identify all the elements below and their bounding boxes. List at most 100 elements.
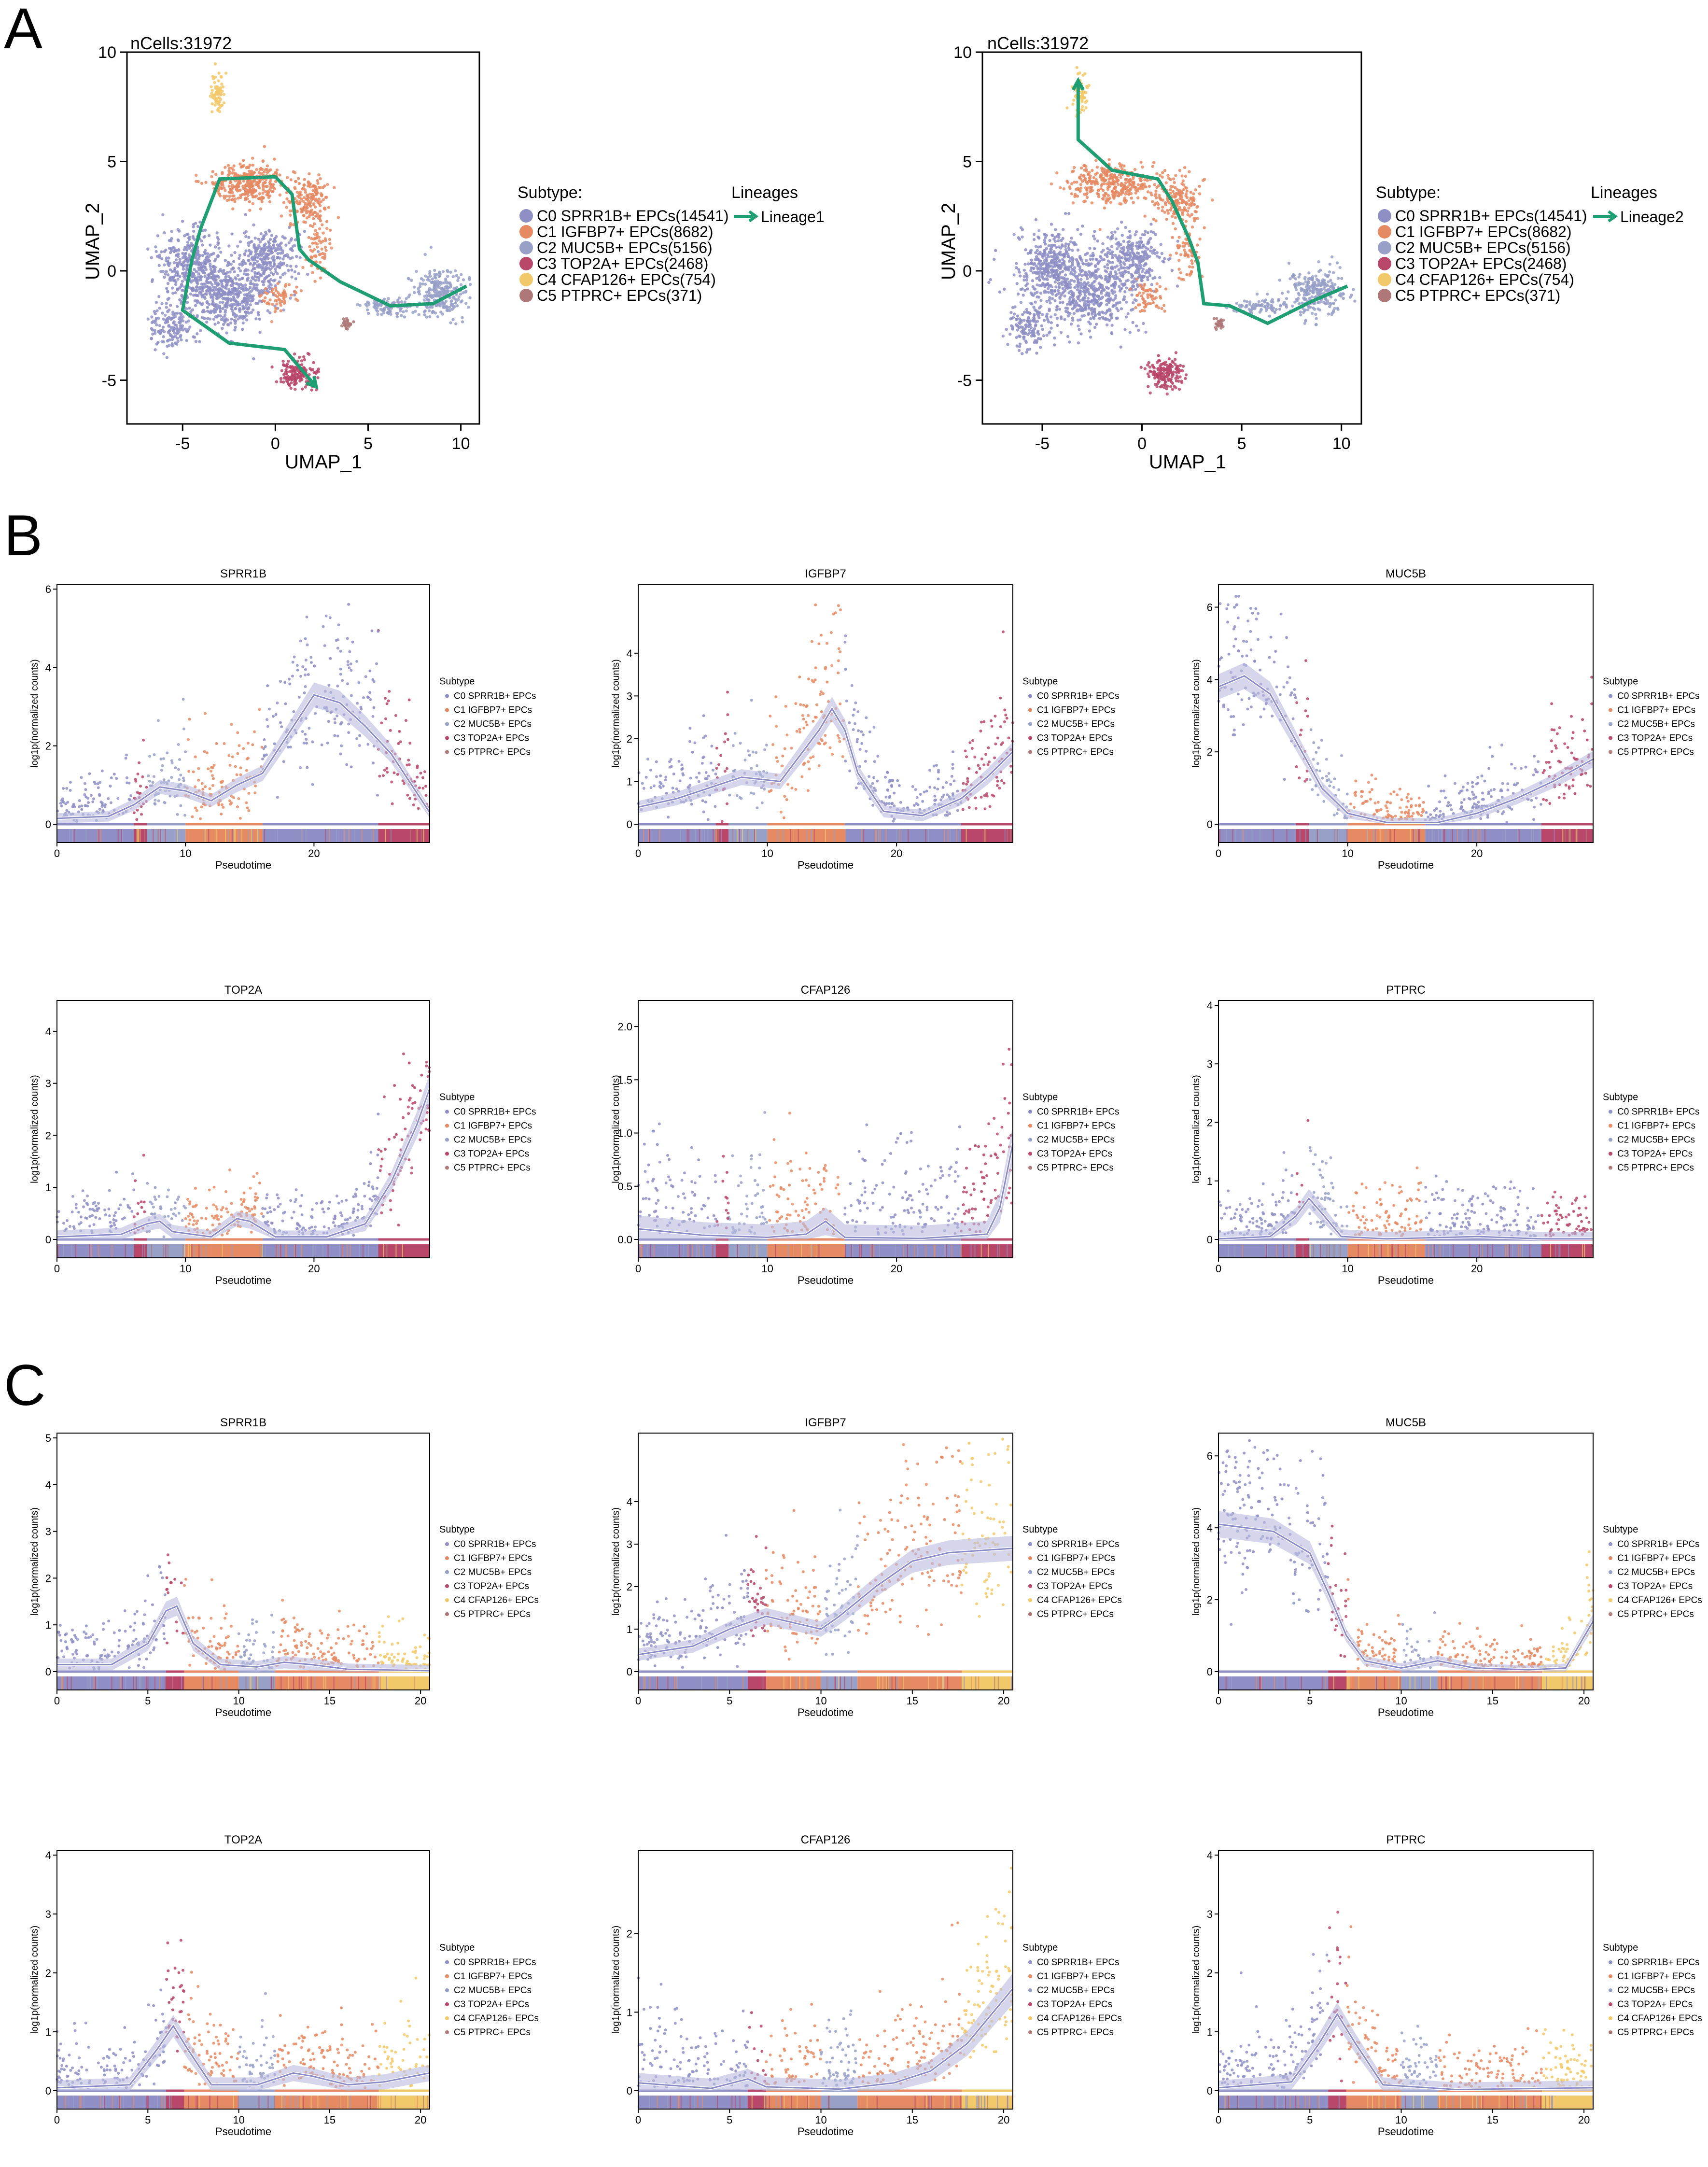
- umap-cell: [1012, 312, 1016, 316]
- umap-cell: [248, 200, 252, 203]
- umap-cell: [1120, 182, 1123, 185]
- umap-cell: [208, 291, 211, 295]
- umap-cell: [226, 261, 230, 264]
- umap-cell: [438, 286, 441, 289]
- umap-cell: [1069, 322, 1073, 326]
- umap-cell: [449, 303, 453, 306]
- umap-cell: [1048, 239, 1051, 242]
- umap-cell: [1141, 243, 1145, 247]
- umap-cell: [229, 293, 233, 296]
- umap-cell: [244, 268, 248, 271]
- umap-cell: [1023, 332, 1026, 335]
- umap-cell: [1050, 260, 1053, 264]
- umap-cell: [423, 313, 427, 317]
- umap-cell: [252, 282, 255, 286]
- umap-cell: [1154, 304, 1158, 308]
- umap-cell: [1313, 282, 1316, 286]
- umap-cell: [1107, 177, 1111, 181]
- umap-cell: [1022, 278, 1026, 282]
- umap-cell: [425, 296, 429, 300]
- umap-cell: [319, 177, 322, 181]
- umap-cell: [218, 110, 222, 113]
- umap-cell: [395, 311, 398, 315]
- umap-cell: [168, 333, 172, 336]
- umap-cell: [174, 291, 177, 295]
- umap-cell: [210, 175, 213, 179]
- umap-cell: [280, 214, 283, 218]
- umap-cell: [1083, 199, 1087, 203]
- umap-cell: [1151, 277, 1155, 280]
- umap-cell: [1066, 286, 1069, 290]
- umap-cell: [1169, 185, 1173, 188]
- umap-cell: [155, 323, 158, 327]
- umap-cell: [1312, 288, 1316, 292]
- umap-cell: [1187, 206, 1190, 210]
- umap-cell: [1130, 197, 1133, 200]
- umap-cell: [1056, 324, 1059, 327]
- umap-cell: [1141, 258, 1145, 262]
- umap-cell: [1022, 275, 1026, 278]
- umap-cell: [1104, 294, 1107, 297]
- umap-cell: [246, 310, 249, 314]
- umap-cell: [1314, 312, 1317, 316]
- umap-cell: [1176, 239, 1179, 243]
- umap-cell: [161, 325, 165, 329]
- umap-cell: [219, 314, 222, 318]
- umap-cell: [232, 194, 236, 197]
- umap-cell: [1169, 208, 1173, 212]
- umap-cell: [210, 288, 213, 292]
- umap-cell: [1099, 255, 1102, 258]
- umap-cell: [180, 263, 184, 267]
- umap-cell: [146, 317, 150, 321]
- umap-cell: [311, 271, 314, 274]
- umap-cell: [1049, 315, 1053, 319]
- umap-cell: [263, 277, 267, 280]
- umap-cell: [1061, 258, 1064, 261]
- umap-cell: [255, 283, 259, 287]
- umap-cell: [289, 386, 293, 390]
- umap-cell: [263, 145, 266, 148]
- umap-cell: [1303, 298, 1307, 301]
- umap-cell: [172, 246, 176, 250]
- umap-cell: [277, 291, 280, 295]
- umap-cell: [178, 275, 182, 278]
- umap-cell: [1163, 381, 1167, 384]
- umap-cell: [1052, 257, 1056, 261]
- umap-cell: [1127, 244, 1131, 248]
- umap-cell: [444, 277, 448, 281]
- umap-cell: [1329, 302, 1333, 306]
- umap-cell: [157, 264, 161, 267]
- umap-cell: [287, 377, 291, 380]
- umap-cell: [1086, 281, 1090, 284]
- umap-cell: [270, 190, 274, 193]
- umap-cell: [308, 193, 311, 196]
- umap-cell: [245, 293, 249, 296]
- umap-cell: [1118, 271, 1122, 275]
- umap-cell: [449, 283, 452, 287]
- umap-cell: [232, 169, 235, 172]
- umap-cell: [155, 342, 158, 346]
- umap-cell: [1330, 255, 1334, 259]
- umap-cell: [167, 261, 170, 265]
- umap-cell: [1151, 165, 1154, 168]
- umap-cell: [1064, 267, 1067, 271]
- umap-cell: [210, 89, 214, 92]
- umap-cell: [1118, 202, 1121, 206]
- umap-cell: [1048, 298, 1051, 302]
- umap-cell: [1310, 277, 1313, 281]
- umap-cell: [447, 289, 450, 293]
- umap-cell: [1136, 294, 1139, 297]
- umap-cell: [266, 256, 270, 260]
- umap-cell: [1093, 230, 1096, 233]
- umap-cell: [1266, 292, 1269, 296]
- umap-cell: [1131, 308, 1135, 311]
- umap-cell: [250, 296, 253, 299]
- umap-cell: [468, 296, 472, 299]
- umap-cell: [1281, 292, 1284, 295]
- umap-cell: [1123, 290, 1127, 294]
- umap-cell: [298, 379, 302, 383]
- umap-cell: [243, 253, 247, 256]
- umap-cell: [1106, 255, 1109, 258]
- umap-cell: [279, 248, 283, 251]
- umap-cell: [185, 268, 189, 271]
